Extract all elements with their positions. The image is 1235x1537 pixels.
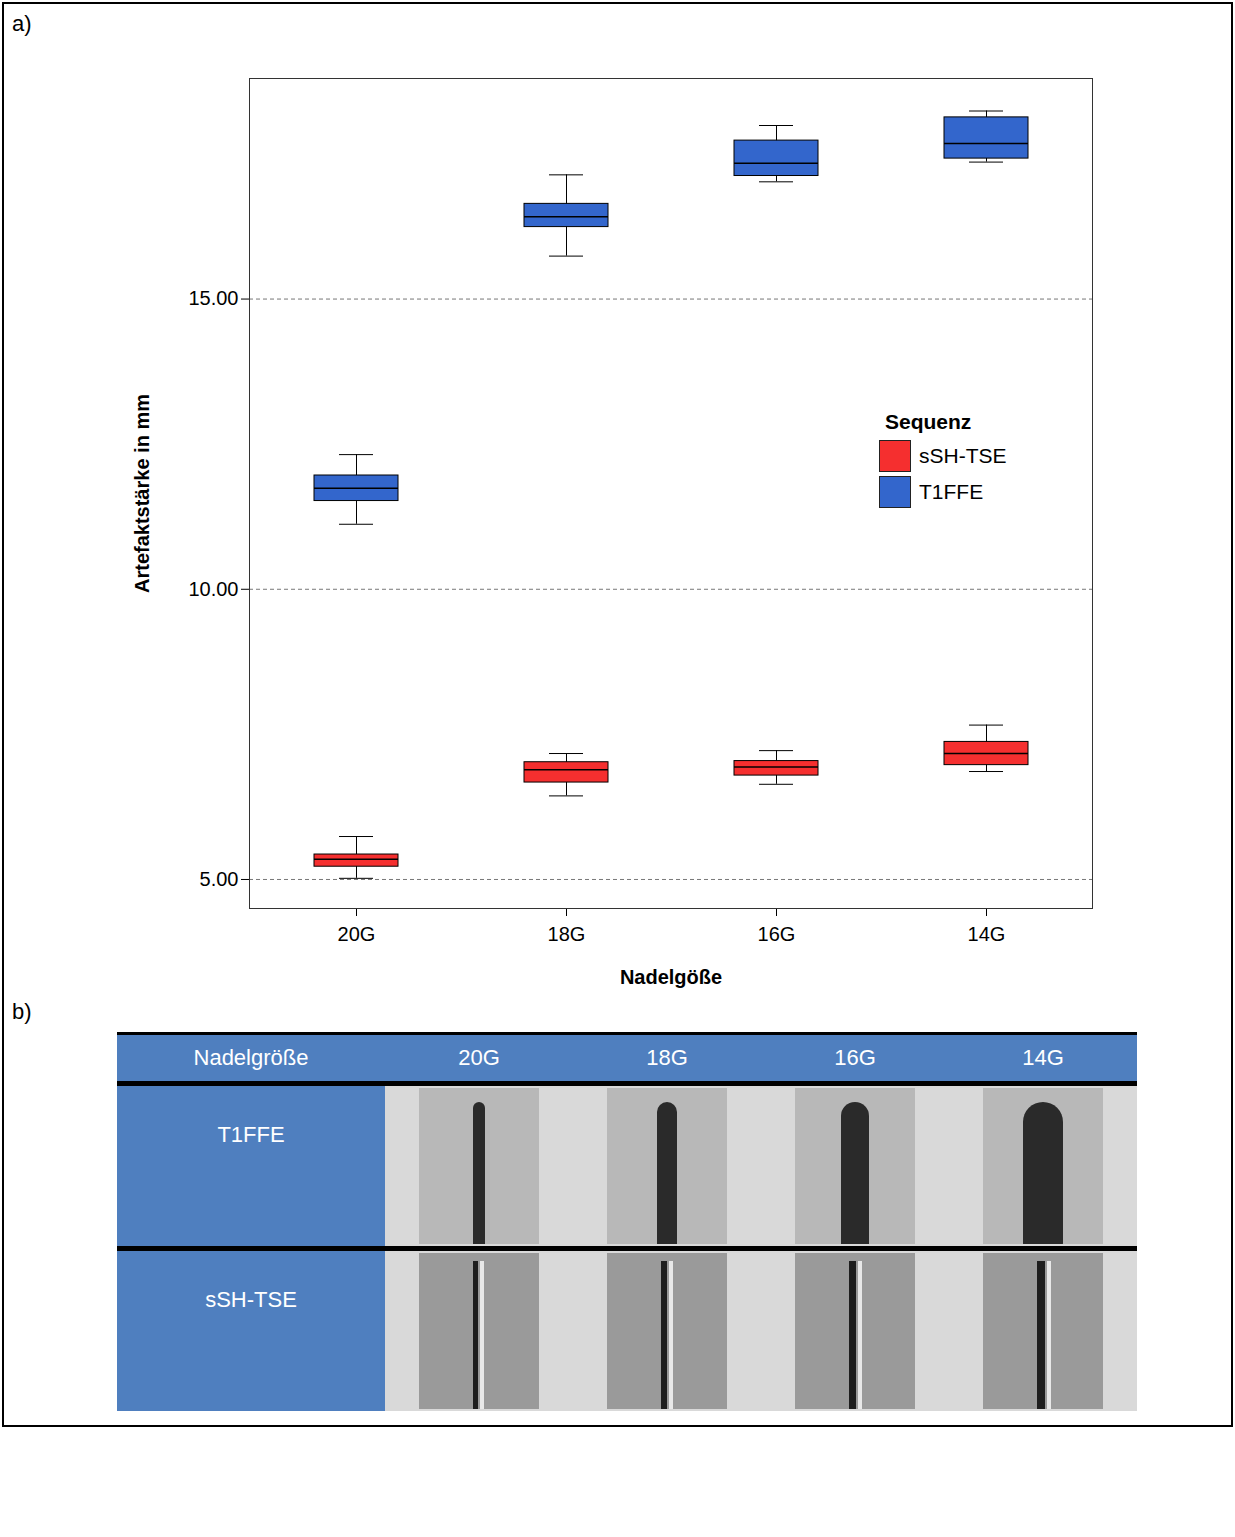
svg-text:Nadelgöße: Nadelgöße bbox=[620, 966, 722, 988]
html-text:T1FFE: T1FFE bbox=[217, 1122, 285, 1147]
svg-text:14G: 14G bbox=[968, 923, 1006, 945]
html-text:T1FFE: T1FFE bbox=[919, 480, 984, 503]
html-text:a): a) bbox=[12, 11, 32, 36]
html-text:18G: 18G bbox=[646, 1045, 688, 1070]
html-text:16G: 16G bbox=[834, 1045, 876, 1070]
svg-text:15.00: 15.00 bbox=[188, 287, 238, 309]
html-text:sSH-TSE: sSH-TSE bbox=[205, 1287, 297, 1312]
html-text:sSH-TSE: sSH-TSE bbox=[919, 444, 1007, 467]
svg-text:20G: 20G bbox=[338, 923, 376, 945]
svg-text:Artefaktstärke in mm: Artefaktstärke in mm bbox=[131, 394, 153, 593]
html-text:14G: 14G bbox=[1022, 1045, 1064, 1070]
html-text:Sequenz: Sequenz bbox=[885, 410, 972, 433]
html-text:Nadelgröße: Nadelgröße bbox=[193, 1045, 309, 1070]
html-text:b): b) bbox=[12, 999, 32, 1024]
svg-text:5.00: 5.00 bbox=[200, 868, 239, 890]
svg-text:10.00: 10.00 bbox=[188, 578, 238, 600]
svg-text:16G: 16G bbox=[758, 923, 796, 945]
svg-text:18G: 18G bbox=[548, 923, 586, 945]
html-text:20G: 20G bbox=[458, 1045, 500, 1070]
